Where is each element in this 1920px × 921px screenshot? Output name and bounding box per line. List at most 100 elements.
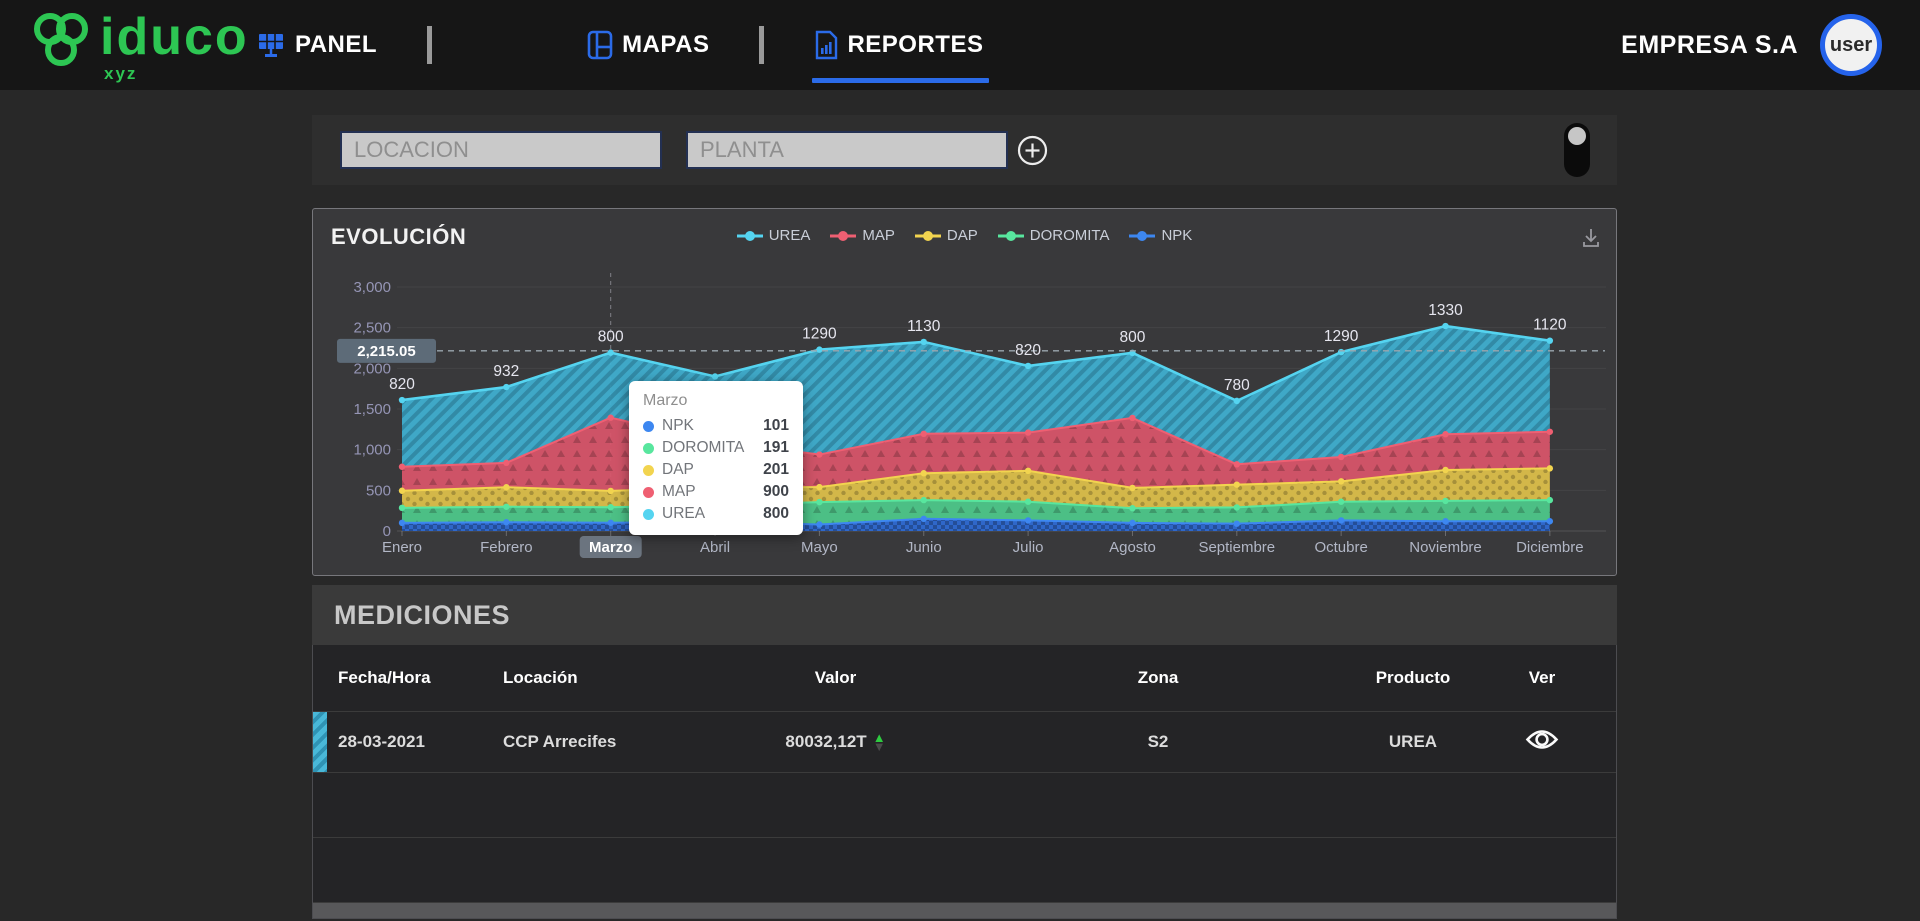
- tooltip-series-name: MAP: [662, 483, 696, 500]
- x-axis-label-enero: Enero: [382, 539, 422, 556]
- x-axis-label-mayo: Mayo: [801, 539, 838, 556]
- table-header-row: Fecha/Hora Locación Valor Zona Producto Ver: [313, 645, 1616, 711]
- mediciones-section: MEDICIONES Fecha/Hora Locación Valor Zona Pr…: [312, 585, 1617, 919]
- series-dot-icon: [643, 464, 654, 476]
- brand-tagline: xyz: [104, 64, 138, 83]
- tooltip-row-npk: NPK 101: [643, 417, 789, 435]
- svg-text:2,215.05: 2,215.05: [357, 343, 415, 360]
- legend-item-urea[interactable]: UREA: [736, 227, 811, 244]
- svg-text:1120: 1120: [1533, 317, 1567, 334]
- filter-bar: [312, 115, 1617, 185]
- series-dot-icon: [643, 420, 654, 432]
- svg-text:820: 820: [1015, 342, 1041, 359]
- svg-text:800: 800: [1120, 329, 1146, 346]
- report-document-icon: [816, 30, 838, 60]
- table-scrollbar[interactable]: [313, 903, 1616, 918]
- svg-text:1,000: 1,000: [353, 442, 391, 459]
- empty-table-row: [313, 838, 1616, 903]
- mediciones-header: MEDICIONES: [312, 585, 1617, 645]
- tooltip-month: Marzo: [643, 392, 688, 409]
- cell-zona: S2: [1147, 732, 1169, 751]
- x-axis-label-noviembre: Noviembre: [1409, 539, 1482, 556]
- brand-logo[interactable]: iduco xyz: [28, 8, 249, 83]
- column-header-producto: Producto: [1375, 668, 1451, 687]
- evolution-panel: EVOLUCIÓN UREA MAP DAP DOROMITA NPK 0 500 1,00…: [312, 208, 1617, 576]
- legend-item-doromita[interactable]: DOROMITA: [997, 227, 1110, 244]
- location-input[interactable]: [340, 131, 662, 169]
- user-avatar[interactable]: user: [1820, 14, 1882, 76]
- active-tab-underline: [812, 78, 990, 83]
- cell-fecha-hora: 28-03-2021: [338, 732, 425, 751]
- nav-label-mapas: MAPAS: [622, 31, 710, 58]
- add-filter-button[interactable]: [1017, 135, 1048, 166]
- brand-name: iduco: [100, 8, 249, 66]
- nav-item-mapas[interactable]: MAPAS: [587, 0, 709, 90]
- x-axis-label-septiembre: Septiembre: [1198, 539, 1275, 556]
- column-header-fecha-hora: Fecha/Hora: [338, 668, 431, 687]
- svg-text:2,000: 2,000: [353, 360, 391, 377]
- column-header-zona: Zona: [1137, 668, 1179, 687]
- top-nav: iduco xyz PANEL: [0, 0, 1920, 90]
- download-icon: [1583, 229, 1599, 247]
- legend-marker-icon: [1129, 230, 1156, 241]
- x-axis-label-octubre: Octubre: [1314, 539, 1367, 556]
- nav-right: EMPRESA S.A user: [1621, 0, 1882, 90]
- legend-item-dap[interactable]: DAP: [914, 227, 978, 244]
- svg-text:1,500: 1,500: [353, 401, 391, 418]
- evolution-chart[interactable]: 0 500 1,000 1,500 2,000 2,500 3,000 2,215.05 820…: [313, 209, 1616, 575]
- legend-label: MAP: [862, 227, 895, 244]
- trend-down-icon: ▼: [872, 739, 886, 754]
- mediciones-table: Fecha/Hora Locación Valor Zona Producto Ver 2…: [312, 645, 1617, 919]
- series-dot-icon: [643, 486, 654, 498]
- cell-producto: UREA: [1388, 732, 1438, 751]
- legend-label: UREA: [768, 227, 811, 244]
- svg-text:820: 820: [389, 376, 415, 393]
- tooltip-row-dap: DAP 201: [643, 461, 789, 479]
- trend-up-icon: ▲: [872, 730, 886, 745]
- table-row[interactable]: 28-03-2021 CCP Arrecifes 80032,12T ▲ ▼ S2 UREA: [313, 711, 1616, 773]
- legend-marker-icon: [914, 230, 941, 241]
- legend-item-map[interactable]: MAP: [830, 227, 895, 244]
- svg-text:2,500: 2,500: [353, 320, 391, 337]
- tooltip-series-value: 191: [763, 439, 789, 456]
- nav-item-reportes[interactable]: REPORTES: [812, 0, 990, 90]
- plant-input[interactable]: [686, 131, 1008, 169]
- chart-tooltip: Marzo NPK 101 DOROMITA 191 DAP 201 MAP 900 UREA 8…: [629, 381, 803, 535]
- view-row-button[interactable]: [1525, 726, 1559, 756]
- column-header-ver: Ver: [1528, 668, 1556, 687]
- nav-label-reportes: REPORTES: [847, 31, 984, 58]
- tooltip-series-value: 201: [763, 461, 789, 478]
- tooltip-row-map: MAP 900: [643, 483, 789, 501]
- tooltip-series-name: DOROMITA: [662, 439, 745, 456]
- map-icon: [587, 30, 613, 60]
- download-chart-button[interactable]: [1580, 227, 1602, 252]
- empty-table-row: [313, 773, 1616, 838]
- cell-valor: 80032,12T ▲ ▼: [785, 730, 886, 754]
- svg-text:780: 780: [1224, 377, 1250, 394]
- x-axis-label-marzo[interactable]: Marzo: [589, 539, 632, 556]
- nav-divider: [427, 26, 433, 64]
- eye-icon: [1525, 730, 1559, 749]
- nav-label-panel: PANEL: [295, 31, 378, 58]
- view-toggle[interactable]: [1564, 123, 1590, 177]
- nav-item-panel[interactable]: PANEL: [256, 0, 377, 90]
- x-axis-label-abril: Abril: [700, 539, 730, 556]
- legend-label: NPK: [1161, 227, 1193, 244]
- x-axis-label-julio: Julio: [1013, 539, 1044, 556]
- nav-divider: [759, 26, 765, 64]
- chart-title: EVOLUCIÓN: [331, 224, 467, 249]
- tooltip-series-value: 800: [763, 505, 789, 522]
- tooltip-series-value: 101: [763, 417, 789, 434]
- x-axis-label-agosto: Agosto: [1109, 539, 1156, 556]
- series-dot-icon: [643, 508, 654, 520]
- legend-item-npk[interactable]: NPK: [1129, 227, 1192, 244]
- column-header-valor: Valor: [814, 668, 857, 687]
- tooltip-series-name: UREA: [662, 505, 706, 522]
- legend-label: DOROMITA: [1029, 227, 1110, 244]
- legend-marker-icon: [997, 230, 1024, 241]
- iduco-logo-icon: [34, 13, 88, 66]
- tooltip-row-urea: UREA 800: [643, 505, 789, 523]
- svg-text:3,000: 3,000: [353, 279, 391, 296]
- tooltip-series-name: NPK: [662, 417, 694, 434]
